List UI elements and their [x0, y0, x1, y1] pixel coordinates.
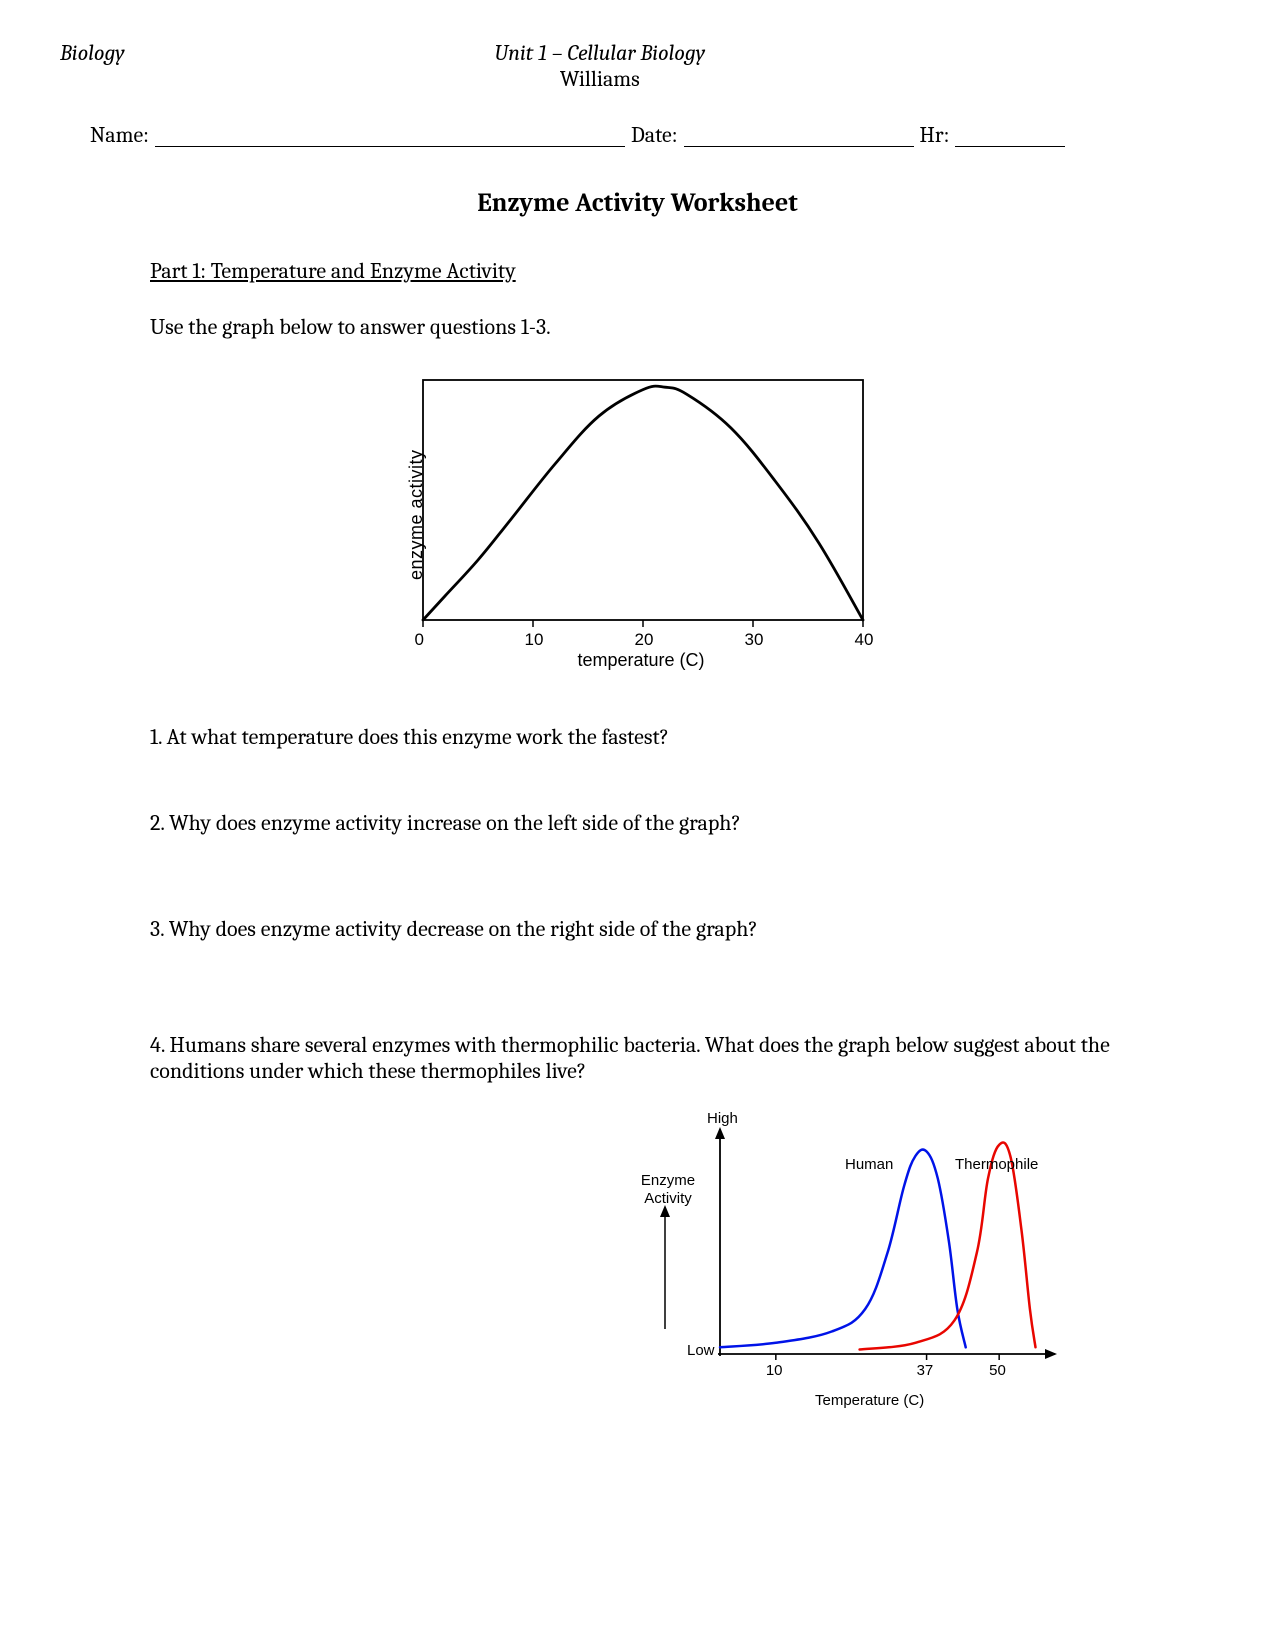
date-label: Date: — [631, 122, 678, 148]
question-3: 3. Why does enzyme activity decrease on … — [150, 916, 1125, 942]
chart2-high-label: High — [707, 1110, 738, 1127]
header-unit: Unit 1 – Cellular Biology — [495, 40, 706, 66]
question-2: 2. Why does enzyme activity increase on … — [150, 810, 1125, 836]
chart1-xtick: 30 — [745, 630, 764, 650]
question-1: 1. At what temperature does this enzyme … — [150, 724, 1125, 750]
name-input-line[interactable] — [155, 122, 625, 147]
worksheet-title: Enzyme Activity Worksheet — [60, 188, 1215, 218]
date-input-line[interactable] — [684, 122, 914, 147]
chart2-human-label: Human — [845, 1156, 893, 1173]
chart1-xtick: 40 — [855, 630, 874, 650]
question-4: 4. Humans share several enzymes with the… — [150, 1032, 1125, 1084]
hr-input-line[interactable] — [955, 122, 1065, 147]
chart2-thermophile-label: Thermophile — [955, 1156, 1038, 1173]
chart2-low-label: Low — [687, 1342, 715, 1359]
enzyme-temperature-chart: enzyme activity temperature (C) 0 10 20 30 4… — [378, 370, 898, 680]
hr-label: Hr: — [920, 122, 950, 148]
chart2-xtick: 50 — [989, 1362, 1006, 1379]
part1-heading: Part 1: Temperature and Enzyme Activity — [150, 258, 1125, 284]
human-thermophile-chart: High Enzyme Activity Low Human Thermophi… — [625, 1104, 1085, 1434]
header-teacher: Williams — [495, 66, 706, 92]
chart2-ylabel: Enzyme Activity — [641, 1172, 695, 1207]
name-label: Name: — [90, 122, 149, 148]
chart1-ylabel: enzyme activity — [406, 449, 427, 580]
chart2-xtick: 37 — [917, 1362, 934, 1379]
part1-instruction: Use the graph below to answer questions … — [150, 314, 1125, 340]
chart1-xlabel: temperature (C) — [578, 650, 705, 671]
header-subject: Biology — [60, 40, 125, 66]
chart1-xtick: 10 — [525, 630, 544, 650]
student-info-row: Name: Date: Hr: — [90, 122, 1215, 148]
chart2-xlabel: Temperature (C) — [815, 1392, 924, 1409]
chart2-xtick: 10 — [766, 1362, 783, 1379]
chart1-xtick: 20 — [635, 630, 654, 650]
chart1-xtick: 0 — [415, 630, 424, 650]
